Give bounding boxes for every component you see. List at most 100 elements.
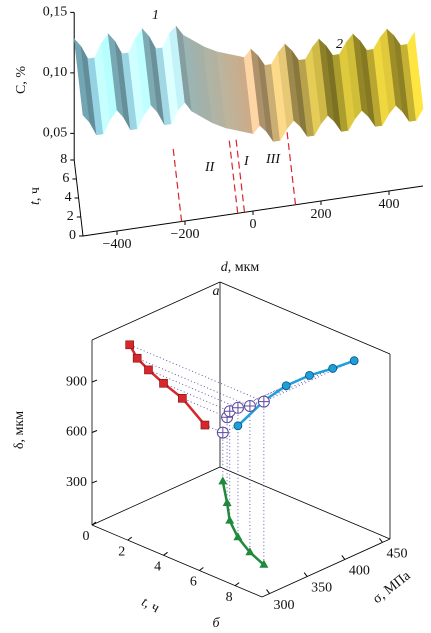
- z-axis-label: C, %: [14, 66, 29, 94]
- delta-axis-label: δ, мкм: [12, 411, 27, 449]
- unit: , мкм: [228, 260, 260, 275]
- t-tick-label: 6: [190, 575, 197, 590]
- box-edge: [219, 281, 391, 355]
- point-3d: [243, 399, 256, 412]
- tick-mark: [91, 521, 97, 526]
- y-axis-label: t, ч: [28, 187, 43, 205]
- sigma-axis-label: σ, МПа: [370, 568, 414, 607]
- projection-line: [263, 360, 355, 403]
- box-edge: [219, 466, 391, 540]
- t-sigma-point: [233, 532, 243, 541]
- t-tick-label: 0: [83, 529, 90, 544]
- tick-mark: [234, 582, 240, 587]
- t-sigma-point: [222, 498, 232, 506]
- x-tick-label: −200: [171, 227, 200, 242]
- t-sigma-point: [218, 476, 228, 485]
- y-tick-label: 4: [65, 190, 72, 205]
- unit: , ч: [142, 597, 161, 617]
- y-tick-label: 2: [67, 209, 74, 224]
- t-delta-point: [281, 381, 291, 391]
- annotation: I: [243, 154, 250, 169]
- point-3d: [257, 395, 270, 408]
- annotation: II: [204, 160, 216, 175]
- sigma-delta-point: [178, 393, 187, 403]
- z-tick-label: 0,05: [43, 126, 68, 141]
- x-tick-label: 200: [311, 207, 332, 222]
- annotation: 1: [152, 8, 159, 23]
- box-edge: [91, 466, 221, 526]
- sigma-delta-point: [200, 420, 210, 430]
- annotation: 2: [336, 37, 343, 52]
- y-tick-label: 0: [69, 228, 76, 243]
- t-sigma-point: [225, 515, 235, 524]
- t-axis-label: t, ч: [139, 595, 162, 617]
- panel-b: 300 600 900 0 2 4 6 8 300 350 400 450: [66, 281, 407, 613]
- delta-tick-label: 900: [66, 374, 87, 389]
- tick-mark: [379, 538, 383, 543]
- tick-mark: [163, 551, 168, 556]
- t-tick-label: 8: [226, 590, 233, 605]
- box-edge: [91, 281, 221, 341]
- t-delta-line: [237, 359, 355, 427]
- surface-strip: [407, 31, 424, 122]
- z-tick-label: 0,15: [43, 5, 68, 20]
- sigma-delta-point: [125, 340, 134, 350]
- box-edge: [91, 524, 263, 598]
- z-tick-label: 0,10: [43, 65, 68, 80]
- unit: , ч: [28, 187, 43, 201]
- box-edge: [261, 538, 391, 598]
- tick-mark: [127, 536, 133, 541]
- delta-tick-label: 300: [66, 475, 87, 490]
- caption: б: [212, 616, 220, 631]
- tick-mark: [303, 572, 308, 577]
- caption: а: [213, 284, 220, 299]
- boundary-line: [235, 136, 246, 213]
- boundary-line: [286, 128, 297, 205]
- sigma-delta-point: [144, 365, 153, 375]
- t-delta-point: [305, 370, 314, 380]
- sigma-delta-point: [159, 378, 168, 388]
- point-cross: [244, 400, 256, 412]
- t-tick-label: 4: [154, 560, 161, 575]
- point-cross: [232, 402, 244, 414]
- projection-line: [163, 382, 230, 412]
- annotation: III: [265, 152, 281, 167]
- sigma-tick-label: 300: [274, 598, 295, 613]
- boundary-line: [172, 145, 183, 222]
- sigma-tick-label: 450: [386, 547, 407, 562]
- x-tick-label: 400: [379, 197, 400, 212]
- t-delta-point: [328, 364, 338, 373]
- tick-mark: [91, 480, 98, 484]
- symbol: d: [221, 260, 229, 275]
- sigma-tick-label: 350: [311, 581, 332, 596]
- boundary-line: [228, 137, 239, 214]
- point-3d: [216, 426, 229, 439]
- t-tick-label: 2: [118, 544, 125, 559]
- tick-mark: [91, 379, 98, 383]
- tick-mark: [266, 589, 270, 594]
- point-cross: [258, 396, 270, 408]
- t-delta-point: [233, 421, 243, 431]
- projection-line: [137, 357, 251, 407]
- t-sigma-point: [259, 559, 269, 568]
- point-3d: [231, 401, 244, 414]
- panel-a: 0,05 0,10 0,15 0 2 4 6 8 −400 −200 0 200 400: [43, 5, 424, 252]
- x-tick-label: 0: [250, 217, 257, 232]
- tick-mark: [341, 555, 346, 560]
- sigma-tick-label: 400: [349, 564, 370, 579]
- x-axis-label: d, мкм: [221, 260, 260, 275]
- x-tick-label: −400: [103, 237, 132, 252]
- projection-line: [237, 374, 310, 409]
- y-tick-label: 6: [62, 171, 69, 186]
- tick-mark: [91, 430, 98, 433]
- y-tick-label: 8: [60, 152, 67, 167]
- point-cross: [217, 427, 229, 439]
- symbol: t: [28, 200, 43, 205]
- delta-tick-label: 600: [66, 425, 87, 440]
- projection-line: [148, 369, 239, 409]
- tick-mark: [199, 567, 204, 571]
- t-delta-point: [349, 356, 359, 366]
- t-sigma-point: [245, 547, 255, 556]
- symbol: t: [139, 595, 150, 611]
